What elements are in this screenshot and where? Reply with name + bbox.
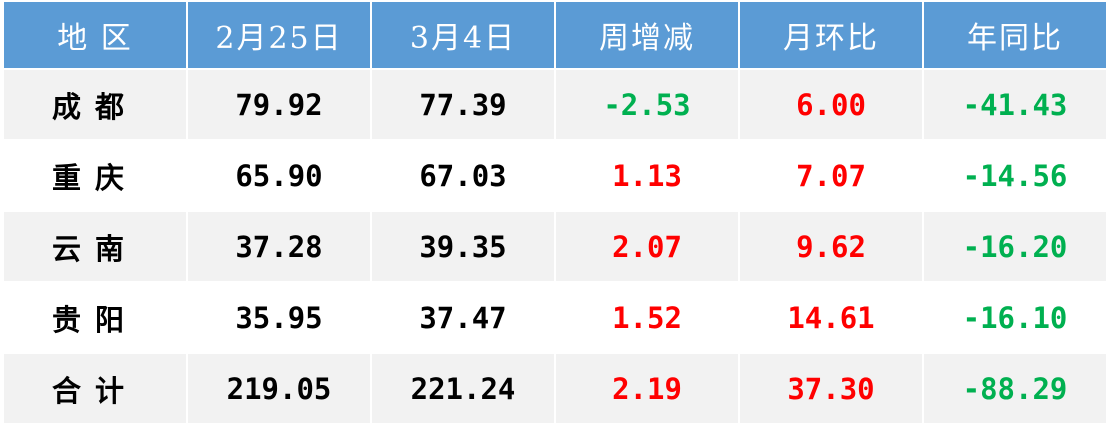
cell-yoy: -41.43 bbox=[922, 68, 1108, 141]
header-weekly-change: 周增减 bbox=[554, 0, 740, 70]
cell-yoy: -88.29 bbox=[922, 352, 1108, 425]
cell-weekly: -2.53 bbox=[554, 68, 740, 141]
table-row: 合计 219.05 221.24 2.19 37.30 -88.29 bbox=[2, 352, 1108, 425]
table-row: 重庆 65.90 67.03 1.13 7.07 -14.56 bbox=[2, 139, 1108, 212]
header-feb25: 2月25日 bbox=[186, 0, 372, 70]
cell-region: 重庆 bbox=[2, 139, 188, 212]
cell-feb25: 35.95 bbox=[186, 281, 372, 354]
cell-mar4: 77.39 bbox=[370, 68, 556, 141]
cell-mom: 37.30 bbox=[738, 352, 924, 425]
cell-feb25: 37.28 bbox=[186, 210, 372, 283]
cell-region: 贵阳 bbox=[2, 281, 188, 354]
cell-mom: 6.00 bbox=[738, 68, 924, 141]
header-mom: 月环比 bbox=[738, 0, 924, 70]
table-row: 云南 37.28 39.35 2.07 9.62 -16.20 bbox=[2, 210, 1108, 283]
cell-yoy: -16.10 bbox=[922, 281, 1108, 354]
cell-mom: 14.61 bbox=[738, 281, 924, 354]
cell-yoy: -14.56 bbox=[922, 139, 1108, 212]
cell-mom: 9.62 bbox=[738, 210, 924, 283]
header-row: 地 区 2月25日 3月4日 周增减 月环比 年同比 bbox=[2, 0, 1108, 70]
cell-mar4: 39.35 bbox=[370, 210, 556, 283]
cell-yoy: -16.20 bbox=[922, 210, 1108, 283]
cell-weekly: 2.19 bbox=[554, 352, 740, 425]
cell-weekly: 1.52 bbox=[554, 281, 740, 354]
cell-mar4: 37.47 bbox=[370, 281, 556, 354]
table-row: 成都 79.92 77.39 -2.53 6.00 -41.43 bbox=[2, 68, 1108, 141]
cell-region: 成都 bbox=[2, 68, 188, 141]
cell-feb25: 219.05 bbox=[186, 352, 372, 425]
cell-feb25: 79.92 bbox=[186, 68, 372, 141]
cell-weekly: 2.07 bbox=[554, 210, 740, 283]
cell-mar4: 221.24 bbox=[370, 352, 556, 425]
table-row: 贵阳 35.95 37.47 1.52 14.61 -16.10 bbox=[2, 281, 1108, 354]
cell-region: 云南 bbox=[2, 210, 188, 283]
cell-region: 合计 bbox=[2, 352, 188, 425]
header-region: 地 区 bbox=[2, 0, 188, 70]
header-mar4: 3月4日 bbox=[370, 0, 556, 70]
cell-feb25: 65.90 bbox=[186, 139, 372, 212]
cell-mom: 7.07 bbox=[738, 139, 924, 212]
cell-mar4: 67.03 bbox=[370, 139, 556, 212]
cell-weekly: 1.13 bbox=[554, 139, 740, 212]
header-yoy: 年同比 bbox=[922, 0, 1108, 70]
